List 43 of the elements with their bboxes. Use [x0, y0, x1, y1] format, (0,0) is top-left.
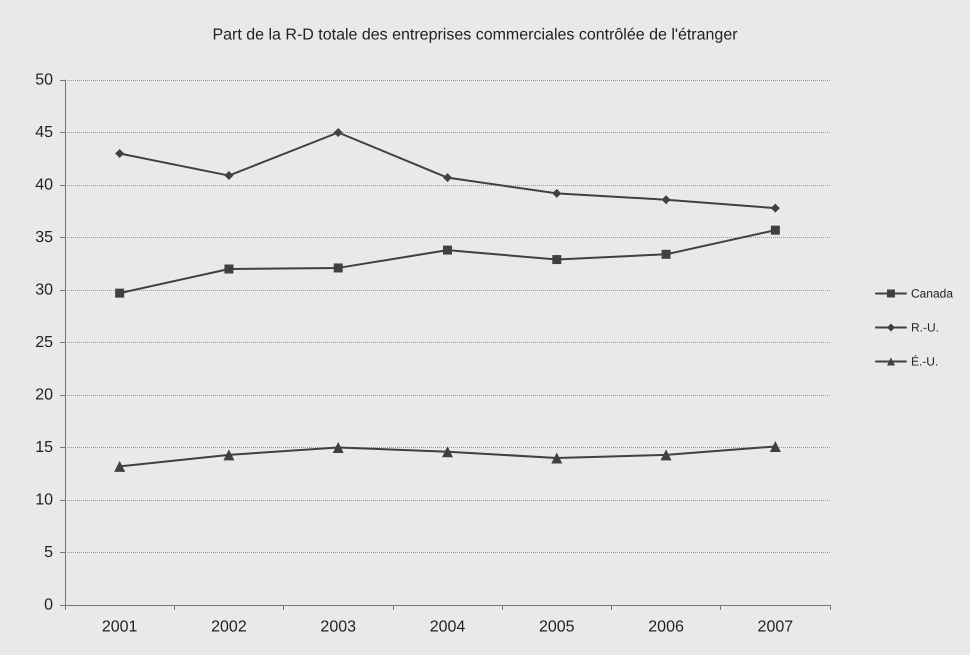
point: [660, 449, 672, 460]
y-tick-label: 45: [35, 124, 54, 141]
point: [770, 226, 780, 235]
point: [334, 128, 343, 137]
y-tick-label: 15: [35, 439, 54, 456]
x-tick-label: 2003: [320, 618, 356, 636]
y-tick-label: 35: [35, 229, 54, 246]
point: [552, 188, 562, 198]
point: [662, 250, 671, 259]
point: [334, 263, 343, 272]
y-tick-label: 10: [35, 492, 54, 508]
point: [442, 446, 453, 458]
y-tick-label: 50: [35, 72, 54, 88]
point: [551, 452, 562, 464]
x-tick-label: 2004: [430, 618, 466, 636]
point: [224, 171, 234, 180]
point: [662, 195, 671, 204]
point: [443, 246, 452, 255]
point: [114, 460, 126, 472]
x-tick-label: 2001: [102, 618, 138, 636]
y-tick-label: 20: [35, 386, 54, 404]
y-tick-label: 5: [44, 544, 54, 561]
x-tick-label: 2002: [211, 618, 247, 636]
point: [223, 449, 234, 460]
point: [552, 255, 562, 264]
legend-label: É.-U.: [910, 354, 938, 368]
point: [770, 440, 781, 452]
point: [770, 204, 780, 213]
y-tick-label: 0: [44, 596, 54, 614]
point: [443, 173, 452, 182]
y-tick-label: 25: [35, 334, 54, 351]
y-tick-label: 30: [35, 282, 54, 298]
point: [115, 288, 124, 298]
legend-label: R.-U.: [910, 320, 939, 334]
y-tick-label: 40: [35, 176, 54, 194]
point: [332, 442, 344, 453]
chart-title: Part de la R-D totale des entreprises commerciales contrôlée de l'étranger: [212, 26, 738, 44]
legend-label: Canada: [910, 286, 954, 300]
x-tick-label: 2007: [758, 618, 794, 636]
point: [224, 264, 234, 274]
x-tick-label: 2006: [648, 618, 684, 636]
x-tick-label: 2005: [538, 618, 575, 636]
point: [115, 149, 124, 158]
